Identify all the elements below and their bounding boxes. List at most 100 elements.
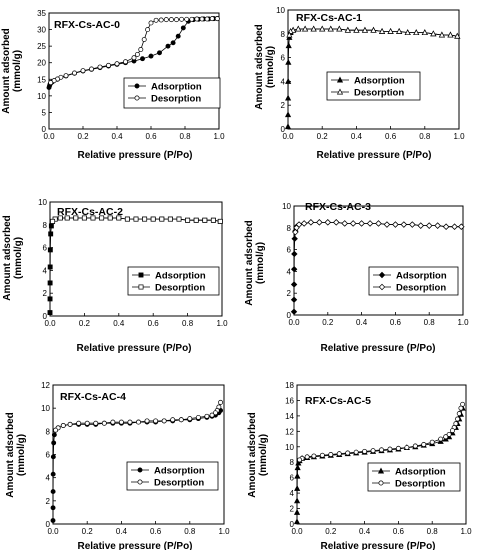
- legend-label: Desorption: [354, 88, 404, 99]
- data-point: [80, 68, 86, 74]
- x-tick-label: 0.6: [145, 132, 157, 141]
- x-axis-label: Relative pressure (P/Po): [320, 541, 435, 550]
- data-point: [50, 454, 56, 460]
- data-point: [333, 219, 340, 226]
- data-point: [204, 413, 210, 419]
- data-point: [286, 31, 293, 38]
- plot-frame: [296, 384, 467, 525]
- data-point: [404, 445, 410, 450]
- data-point: [366, 220, 374, 227]
- data-point: [413, 29, 420, 36]
- legend-box: [326, 71, 421, 101]
- x-tick-label: 0.8: [184, 527, 196, 536]
- data-point: [295, 25, 302, 32]
- y-tick-label: 8: [46, 427, 51, 436]
- y-axis-label: Amount adsorbed (mmol/g): [5, 412, 27, 498]
- y-axis-label-line2: (mmol/g): [13, 237, 24, 279]
- data-point: [170, 40, 176, 46]
- chart-panel-4: 0.0 0.2 0.4 0.6 0.8 1.0 0 2 4 6 8 10 12 RFX-Cs-AC-4 Ad…: [5, 381, 230, 550]
- series-desorption: [297, 401, 466, 463]
- data-point: [47, 247, 53, 253]
- x-tick-label: 0.8: [424, 318, 436, 327]
- data-point: [170, 417, 176, 423]
- data-point: [175, 33, 181, 39]
- y-tick-label: 0: [290, 520, 295, 529]
- data-point: [300, 220, 308, 227]
- data-point: [291, 235, 298, 242]
- data-point: [304, 454, 310, 460]
- plot-frame: [52, 384, 225, 525]
- data-point: [297, 457, 302, 463]
- series-desorption: [50, 215, 223, 224]
- legend-marker: [134, 95, 140, 101]
- data-point: [187, 416, 193, 422]
- y-tick-label: 2: [281, 101, 286, 110]
- data-point: [133, 216, 139, 222]
- data-point: [285, 77, 292, 84]
- x-axis-label: Relative pressure (P/Po): [76, 343, 191, 354]
- data-point: [199, 16, 205, 22]
- data-point: [378, 27, 386, 34]
- x-tick-label: 1.0: [213, 132, 225, 141]
- data-point: [194, 16, 200, 22]
- data-point: [290, 296, 298, 303]
- data-point: [193, 217, 199, 223]
- y-tick-label: 0: [287, 311, 292, 320]
- y-tick-label: 16: [285, 396, 294, 405]
- data-point: [370, 26, 377, 33]
- data-point: [293, 508, 301, 515]
- data-point: [185, 217, 191, 223]
- x-tick-label: 0.2: [77, 132, 89, 141]
- data-point: [145, 27, 151, 33]
- chart-title: RFX-Cs-AC-5: [305, 395, 371, 407]
- data-point: [328, 452, 334, 457]
- data-point: [284, 123, 292, 130]
- data-point: [153, 17, 159, 23]
- x-tick-label: 0.4: [351, 132, 363, 141]
- data-point: [163, 17, 169, 23]
- legend-marker: [378, 271, 386, 279]
- y-tick-label: 10: [282, 202, 291, 211]
- data-point: [392, 221, 399, 228]
- data-point: [375, 220, 382, 227]
- data-point: [290, 281, 298, 288]
- data-point: [409, 221, 416, 228]
- data-point: [434, 222, 441, 229]
- legend-label: Desorption: [154, 478, 204, 489]
- x-tick-label: 0.6: [390, 318, 402, 327]
- y-tick-label: 2: [287, 289, 292, 298]
- data-point: [50, 471, 56, 477]
- series-desorption: [53, 399, 224, 433]
- data-point: [106, 62, 111, 68]
- y-axis-label-line1: Amount adsorbed: [5, 412, 16, 498]
- data-point: [443, 434, 449, 440]
- y-tick-label: 2: [46, 497, 51, 506]
- y-tick-label: 0: [43, 312, 48, 321]
- data-point: [345, 450, 351, 456]
- chart-panel-5: 0.0 0.2 0.4 0.6 0.8 1.0 0 2 4 6 8 10 12 14 16 18 RFX-Cs-…: [247, 381, 472, 550]
- y-tick-label: 6: [43, 244, 48, 253]
- y-tick-label: 10: [38, 198, 47, 207]
- data-point: [48, 223, 54, 229]
- data-point: [63, 73, 69, 79]
- data-point: [57, 215, 63, 221]
- data-point: [290, 308, 298, 315]
- y-axis-label-line1: Amount adsorbed: [2, 215, 13, 301]
- data-point: [140, 56, 145, 62]
- data-point: [349, 220, 357, 227]
- data-point: [118, 419, 124, 425]
- data-point: [451, 223, 458, 230]
- data-point: [150, 216, 156, 222]
- data-point: [99, 215, 105, 221]
- data-point: [438, 31, 445, 38]
- legend-label: Adsorption: [354, 76, 405, 87]
- data-point: [142, 216, 148, 222]
- y-tick-label: 25: [37, 42, 46, 51]
- x-tick-label: 0.4: [359, 527, 371, 536]
- legend-marker: [336, 76, 344, 83]
- data-point: [417, 222, 424, 229]
- x-axis-label: Relative pressure (P/Po): [320, 343, 435, 354]
